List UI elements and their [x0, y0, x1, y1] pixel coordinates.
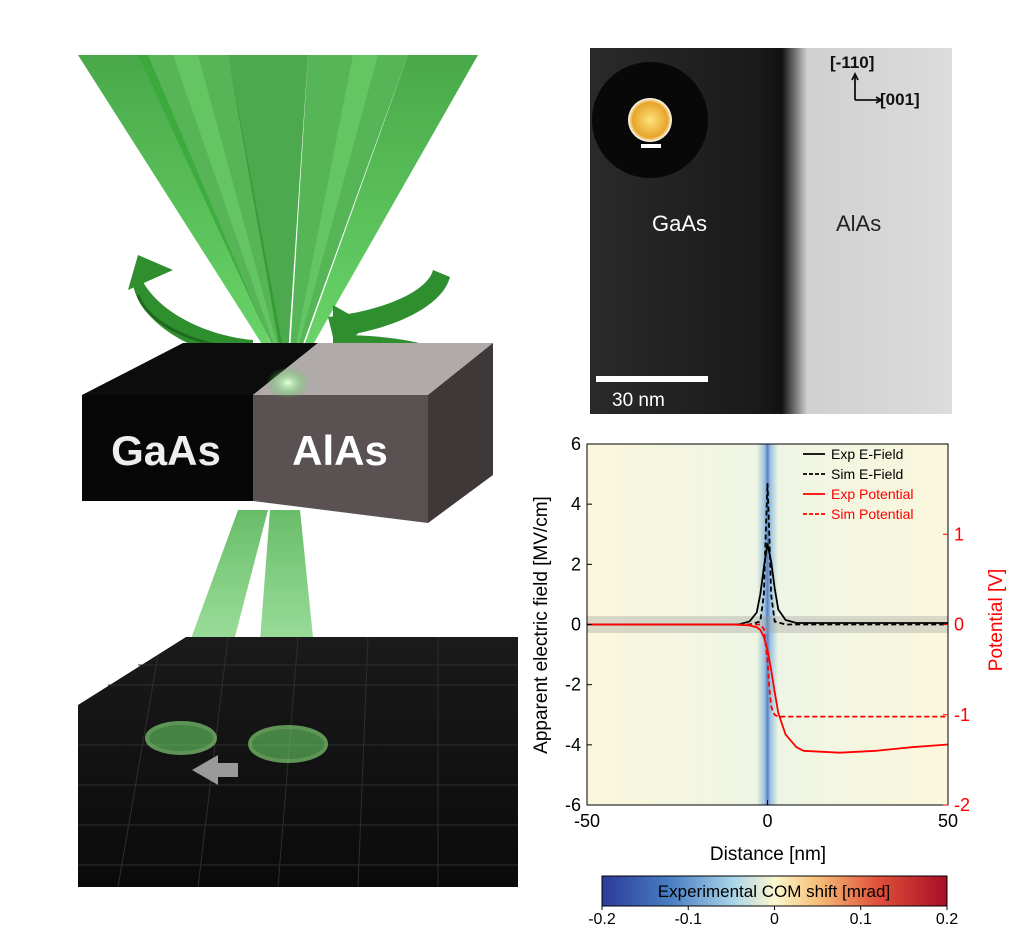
beam-illustration-svg: GaAs AlAs: [78, 55, 518, 888]
axis-layer: -50 0 50 -6 -4 -2 0 2 4 6 -2 -1 0 1: [565, 434, 970, 831]
shift-arrow-icon: [192, 755, 238, 785]
diffraction-disk: [628, 98, 672, 142]
series-layer: [587, 483, 949, 754]
illustration-left-label: GaAs: [111, 427, 221, 474]
detector-disk-left: [145, 721, 217, 755]
beam-illustration: GaAs AlAs: [78, 55, 518, 888]
series-line-exp-e-field: [587, 543, 948, 626]
y-tick-label: -6: [565, 795, 581, 815]
y-tick-label: -2: [565, 675, 581, 695]
y2-tick-label: -2: [954, 795, 970, 815]
legend: Exp E-Field Sim E-Field Exp Potential Sim P…: [803, 446, 914, 522]
series-line-exp-potential: [587, 623, 949, 754]
legend-label: Sim E-Field: [831, 466, 903, 482]
focus-spot: [266, 367, 310, 399]
incoming-beams: [78, 55, 478, 385]
colorbar-tick-label: -0.1: [674, 911, 702, 928]
illustration-right-label: AlAs: [292, 427, 388, 474]
y-tick-label: 2: [571, 554, 581, 574]
series-line-sim-e-field: [587, 483, 948, 626]
colorbar-ticks: -0.2 -0.1 0 0.1 0.2: [588, 906, 958, 928]
y-tick-label: 0: [571, 615, 581, 635]
colorbar-tick-label: -0.2: [588, 911, 616, 928]
y2-tick-label: 0: [954, 615, 964, 635]
y2-tick-label: 1: [954, 524, 964, 544]
legend-label: Exp E-Field: [831, 446, 903, 462]
sample-block: [82, 343, 493, 523]
legend-label: Sim Potential: [831, 506, 913, 522]
axis-label-horizontal: [001]: [880, 90, 920, 109]
crystal-axes-icon: [851, 71, 883, 104]
colorbar-tick-label: 0.2: [936, 911, 958, 928]
y2-tick-label: -1: [954, 705, 970, 725]
legend-label: Exp Potential: [831, 486, 914, 502]
y-tick-label: 6: [571, 434, 581, 454]
stem-image: GaAs AlAs [-110] [001] 30 nm: [590, 48, 952, 414]
stem-image-svg: GaAs AlAs [-110] [001] 30 nm: [590, 48, 952, 414]
field-potential-chart: -50 0 50 -6 -4 -2 0 2 4 6 -2 -1 0 1 Distance [nm] App…: [515, 430, 1030, 936]
chart-svg: -50 0 50 -6 -4 -2 0 2 4 6 -2 -1 0 1 Distance [nm] App…: [531, 434, 1007, 928]
inset-scale-bar: [641, 144, 661, 148]
colorbar: [601, 875, 948, 907]
y-axis-label: Apparent electric field [MV/cm]: [531, 496, 552, 754]
stem-label-alas: AlAs: [836, 211, 881, 236]
y-tick-label: 4: [571, 494, 581, 514]
x-tick-label: -50: [574, 811, 600, 831]
axis-label-vertical: [-110]: [830, 53, 874, 72]
y2-axis-label: Potential [V]: [986, 569, 1007, 671]
detector-disk-right: [248, 725, 328, 763]
stem-label-gaas: GaAs: [652, 211, 707, 236]
colorbar-label: Experimental COM shift [mrad]: [658, 882, 890, 901]
x-axis-label: Distance [nm]: [710, 844, 826, 865]
colorbar-tick-label: 0: [770, 911, 779, 928]
exp-field-uncertainty-band: [587, 616, 948, 633]
scale-bar-label: 30 nm: [612, 390, 665, 411]
x-tick-label: 50: [938, 811, 958, 831]
scale-bar: [596, 376, 708, 382]
y-tick-label: -4: [565, 735, 581, 755]
series-line-sim-potential: [587, 623, 948, 718]
colorbar-tick-label: 0.1: [850, 911, 872, 928]
x-tick-label: 0: [762, 811, 772, 831]
